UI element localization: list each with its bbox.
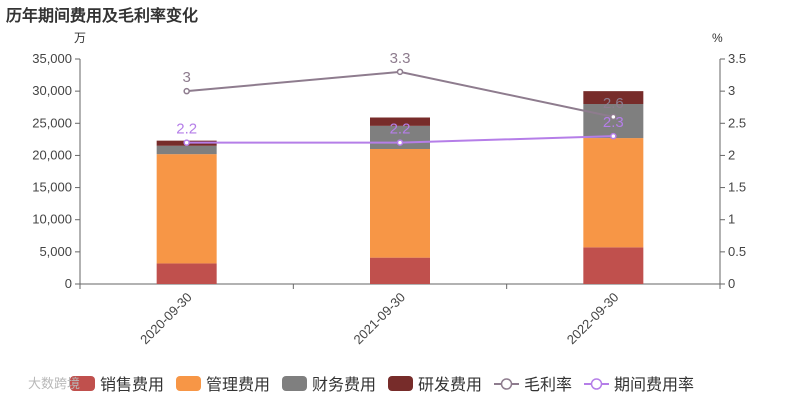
legend-label: 研发费用 (418, 376, 482, 394)
bar-segment (583, 138, 644, 248)
series-point (183, 139, 190, 146)
series-line (186, 70, 614, 118)
y2-tick-label: 0 (728, 276, 735, 291)
lines (183, 68, 617, 146)
bar-segment (156, 263, 217, 284)
data-label: 2.2 (390, 121, 411, 138)
bar-segment (156, 154, 217, 264)
series-point (396, 139, 404, 146)
legend: 销售费用 管理费用 财务费用 研发费用 毛利率 期间费用率 (70, 376, 694, 394)
y2-tick-label: 1.5 (728, 180, 746, 195)
legend-label: 期间费用率 (614, 376, 694, 394)
y-tick-label: 30,000 (32, 83, 72, 98)
legend-swatch (70, 376, 95, 391)
bar-segment (583, 91, 644, 104)
legend-swatch (176, 376, 201, 391)
y2-tick-label: 1 (728, 212, 735, 227)
y2-tick-label: 0.5 (728, 244, 746, 259)
legend-label: 毛利率 (524, 376, 572, 394)
y2-tick-label: 3 (728, 83, 735, 98)
legend-label: 管理费用 (206, 376, 270, 394)
data-label: 3 (182, 69, 190, 86)
legend-label: 销售费用 (100, 376, 164, 394)
series-point (610, 132, 617, 140)
right-axis-unit: % (712, 31, 723, 45)
legend-swatch (282, 376, 307, 391)
data-label: 2.6 (603, 95, 624, 112)
watermark: 大数跨境 (28, 376, 80, 391)
y-tick-label: 35,000 (32, 51, 72, 66)
bar-segment (370, 257, 430, 284)
left-axis-unit: 万 (74, 31, 86, 45)
data-label: 3.3 (390, 50, 411, 67)
y2-tick-label: 2 (728, 147, 735, 162)
chart-title: 历年期间费用及毛利率变化 (6, 6, 198, 25)
y-tick-label: 20,000 (32, 147, 72, 162)
data-label: 2.2 (176, 121, 197, 138)
y-tick-label: 5,000 (39, 244, 72, 259)
bar-segment (370, 117, 430, 126)
bars (156, 91, 644, 284)
x-tick-label: 2022-09-30 (564, 290, 622, 348)
series-point (610, 113, 617, 121)
bar-segment (156, 145, 217, 155)
x-tick-label: 2021-09-30 (350, 290, 408, 348)
bar-segment (583, 247, 644, 284)
data-label: 2.3 (603, 114, 624, 131)
y-tick-label: 0 (65, 276, 72, 291)
bar-segment (370, 149, 430, 258)
x-tick-label: 2020-09-30 (137, 290, 195, 348)
y2-tick-label: 3.5 (728, 51, 746, 66)
legend-swatch (388, 376, 413, 391)
y-tick-label: 15,000 (32, 180, 72, 195)
y-tick-label: 25,000 (32, 115, 72, 130)
y2-tick-label: 2.5 (728, 115, 746, 130)
data-labels: 3 3.3 2.6 2.2 2.2 2.3 (176, 50, 624, 138)
series-point (396, 68, 404, 76)
y-tick-label: 10,000 (32, 212, 72, 227)
legend-label: 财务费用 (312, 376, 376, 394)
legend-marker (500, 378, 513, 390)
legend-marker (590, 378, 603, 390)
bar-segment (583, 104, 644, 139)
series-point (183, 87, 190, 95)
